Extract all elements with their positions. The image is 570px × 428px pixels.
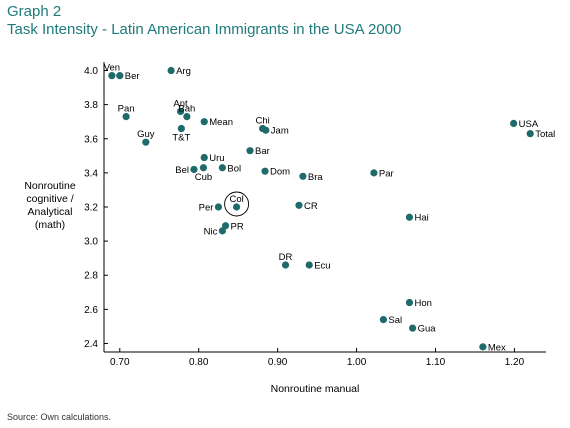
point-label: Uru [209, 153, 224, 164]
point-label: Dom [270, 167, 290, 178]
y-axis-title-line: (math) [35, 219, 65, 231]
tick-labels: 0.70 0.80 0.90 1.00 1.10 1.20 2.4 2.6 2.8 3.0 3.2 3… [84, 66, 525, 368]
point-label: Pan [118, 104, 135, 115]
point-label: CR [304, 201, 318, 212]
data-point [261, 167, 269, 175]
y-tick-label: 3.4 [84, 168, 98, 179]
data-point [510, 119, 518, 128]
data-point [200, 153, 208, 162]
x-tick-label: 1.20 [505, 357, 525, 368]
data-point [405, 298, 414, 307]
x-tick-label: 0.80 [189, 357, 209, 368]
point-label: Par [379, 168, 394, 179]
point-label: T&T [172, 133, 190, 144]
y-tick-label: 3.8 [84, 100, 98, 111]
point-label: Hon [414, 298, 431, 309]
data-point [299, 172, 307, 180]
y-axis-title-line: Analytical [28, 206, 73, 218]
point-label: Ant [173, 98, 188, 109]
point-label: Guy [137, 129, 155, 140]
x-tick-label: 1.00 [347, 357, 367, 368]
point-label: Chi [256, 116, 270, 127]
point-label: Arg [176, 66, 191, 77]
data-point [190, 165, 198, 174]
data-point [479, 343, 487, 351]
chart-title: Task Intensity - Latin American Immigran… [7, 21, 402, 38]
point-label: Mean [209, 117, 233, 128]
data-point [526, 130, 534, 138]
point-label: Bol [227, 163, 241, 174]
y-axis-title-line: cognitive / [26, 193, 73, 205]
data-point [218, 164, 226, 172]
y-tick-label: 2.8 [84, 271, 98, 282]
point-label: USA [519, 119, 539, 130]
point-label: Per [199, 203, 214, 214]
point-label: Mex [488, 342, 506, 353]
point-label: Bra [308, 172, 324, 183]
data-point [108, 72, 116, 80]
data-point [183, 112, 191, 121]
point-label: Jam [271, 126, 289, 137]
y-tick-label: 3.6 [84, 134, 98, 145]
data-point [409, 324, 417, 332]
point-label: PR [231, 221, 244, 232]
data-point [379, 315, 388, 324]
point-label: Gua [418, 324, 437, 335]
data-point [142, 138, 150, 146]
x-tick-label: 0.90 [268, 357, 288, 368]
point-label: Ber [125, 71, 140, 82]
graph-label: Graph 2 [7, 3, 62, 20]
y-tick-label: 4.0 [84, 66, 98, 77]
point-label: DR [279, 252, 293, 263]
data-point [295, 201, 303, 209]
data-point [177, 124, 185, 133]
highlight-ring [224, 191, 250, 217]
x-axis-title: Nonroutine manual [271, 383, 360, 395]
data-point [176, 107, 185, 116]
data-point [218, 227, 226, 235]
data-point [116, 72, 124, 80]
data-point [233, 203, 241, 211]
y-axis-title-line: Nonroutine [24, 180, 76, 192]
point-label: Bar [255, 146, 270, 157]
point-label: Col [229, 194, 243, 205]
data-point [405, 213, 414, 221]
point-label: Ven [104, 63, 120, 74]
y-tick-label: 3.0 [84, 237, 98, 248]
y-tick-label: 2.4 [84, 339, 98, 350]
data-point [305, 261, 313, 269]
y-tick-label: 3.2 [84, 203, 98, 214]
x-tick-label: 0.70 [110, 357, 130, 368]
point-label: Bel [175, 165, 189, 176]
data-point [281, 261, 290, 269]
point-label: Hai [414, 213, 428, 224]
data-point [167, 66, 175, 75]
data-point [214, 203, 223, 211]
point-label: Cub [195, 172, 212, 183]
data-point [262, 126, 270, 134]
chart-axes [103, 62, 546, 353]
data-point [122, 112, 130, 121]
x-tick-label: 1.10 [426, 357, 446, 368]
point-label: Ecu [314, 261, 330, 272]
data-point [246, 147, 254, 155]
data-point [370, 169, 378, 177]
data-point [199, 164, 208, 172]
point-label: Total [535, 129, 555, 140]
y-tick-label: 2.6 [84, 305, 98, 316]
point-label: Nic [204, 226, 218, 237]
point-label: Bah [178, 104, 195, 115]
point-label: Sal [388, 315, 402, 326]
source-note: Source: Own calculations. [7, 412, 112, 422]
data-point [200, 118, 208, 126]
